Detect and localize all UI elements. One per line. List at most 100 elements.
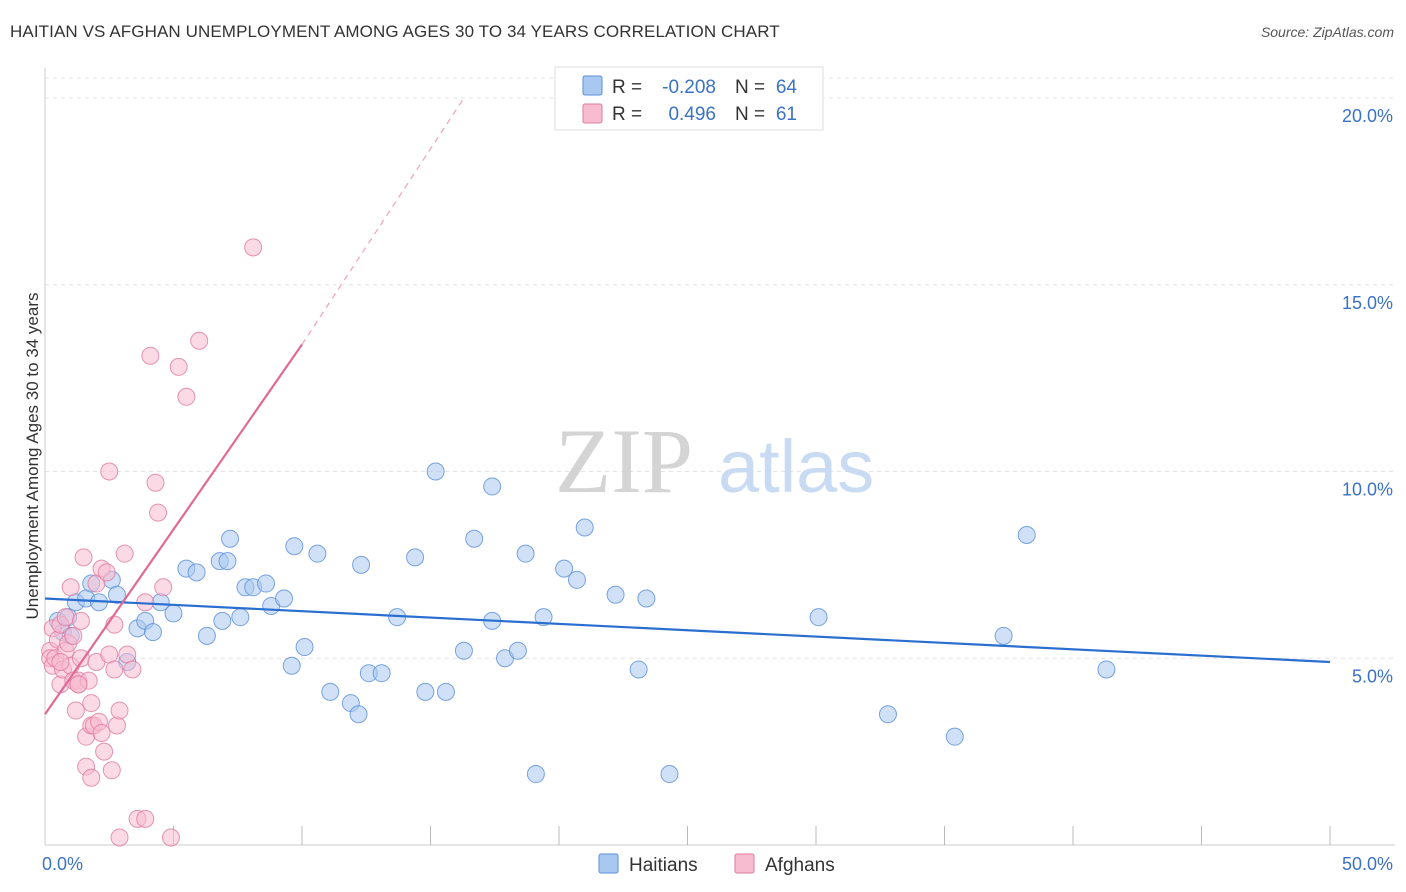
y-axis-label: Unemployment Among Ages 30 to 34 years: [23, 293, 42, 620]
x-tick-label: 50.0%: [1342, 854, 1393, 874]
y-tick-labels: 5.0% 10.0% 15.0% 20.0%: [1342, 106, 1393, 686]
haitian-point: [629, 660, 648, 679]
haitian-point: [567, 570, 586, 589]
data-points: [41, 238, 1116, 847]
afghan-point: [177, 387, 196, 406]
haitian-point: [197, 626, 216, 645]
bottom-legend-label-haitians: Haitians: [629, 855, 698, 876]
legend-n-value: 61: [776, 104, 797, 125]
afghan-point: [118, 645, 137, 664]
afghan-point: [64, 626, 83, 645]
y-tick-label: 15.0%: [1342, 293, 1393, 313]
bottom-legend-label-afghans: Afghans: [765, 855, 835, 876]
y-tick-label: 20.0%: [1342, 106, 1393, 126]
haitian-point: [321, 682, 340, 701]
haitian-point: [349, 705, 368, 724]
legend: R = -0.208 N = 64 R = 0.496 N = 61: [554, 66, 824, 131]
bottom-legend: Haitians Afghans: [598, 853, 835, 876]
legend-r-label: R =: [612, 77, 642, 98]
afghan-point: [115, 544, 134, 563]
watermark-zip: ZIP: [555, 410, 693, 512]
haitian-point: [308, 544, 327, 563]
axes: [44, 68, 1395, 846]
haitian-point: [508, 641, 527, 660]
legend-swatch-haitians: [582, 75, 603, 96]
afghan-point: [244, 238, 263, 257]
y-tick-label: 5.0%: [1352, 666, 1393, 686]
haitian-point: [660, 765, 679, 784]
haitian-point: [213, 611, 232, 630]
legend-r-value: 0.496: [668, 104, 716, 125]
haitian-point: [878, 705, 897, 724]
bottom-legend-swatch-afghans: [734, 853, 755, 874]
afghan-trend-extension: [301, 97, 465, 345]
haitian-point: [555, 559, 574, 578]
haitian-point: [1017, 525, 1036, 544]
afghan-point: [66, 701, 85, 720]
afghan-point: [161, 828, 180, 847]
legend-swatch-afghans: [582, 103, 603, 124]
afghan-point: [146, 473, 165, 492]
afghan-point: [82, 694, 101, 713]
afghan-point: [169, 357, 188, 376]
haitian-point: [516, 544, 535, 563]
haitian-point: [295, 638, 314, 657]
haitian-point: [436, 682, 455, 701]
haitian-point: [575, 518, 594, 537]
afghan-point: [105, 660, 124, 679]
haitian-point: [187, 563, 206, 582]
legend-n-label: N =: [735, 77, 765, 98]
legend-r-label: R =: [612, 104, 642, 125]
legend-r-value: -0.208: [662, 77, 716, 98]
watermark-atlas: atlas: [718, 425, 874, 508]
haitian-point: [526, 765, 545, 784]
haitian-point: [275, 589, 294, 608]
haitian-point: [809, 608, 828, 627]
x-tick-label: 0.0%: [42, 854, 83, 874]
chart-title: HAITIAN VS AFGHAN UNEMPLOYMENT AMONG AGE…: [10, 22, 780, 41]
afghan-point: [92, 723, 111, 742]
afghan-point: [95, 742, 114, 761]
haitian-point: [257, 574, 276, 593]
haitian-point: [465, 529, 484, 548]
haitian-point: [994, 626, 1013, 645]
chart-source: Source: ZipAtlas.com: [1260, 24, 1394, 40]
haitian-point: [231, 608, 250, 627]
haitian-point: [606, 585, 625, 604]
afghan-point: [149, 503, 168, 522]
afghan-point: [100, 645, 119, 664]
bottom-legend-swatch-haitians: [598, 853, 619, 874]
haitian-point: [406, 548, 425, 567]
afghan-point: [69, 675, 88, 694]
haitian-point: [416, 682, 435, 701]
afghan-point: [51, 652, 70, 671]
afghan-point: [141, 346, 160, 365]
afghan-point: [102, 761, 121, 780]
haitian-point: [426, 462, 445, 481]
trend-lines: [44, 97, 1331, 715]
haitian-point: [945, 727, 964, 746]
gridlines: [45, 77, 1395, 659]
series-afghans: [41, 238, 263, 847]
afghan-trend-line: [44, 343, 303, 715]
haitian-point: [107, 585, 126, 604]
afghan-point: [74, 548, 93, 567]
legend-n-label: N =: [735, 104, 765, 125]
afghan-point: [190, 331, 209, 350]
haitian-point: [285, 537, 304, 556]
haitian-point: [637, 589, 656, 608]
watermark: ZIP atlas: [555, 410, 874, 512]
afghan-point: [100, 462, 119, 481]
afghan-point: [110, 701, 129, 720]
afghan-point: [71, 611, 90, 630]
x-tick-labels: 0.0% 50.0%: [42, 854, 1393, 874]
afghan-point: [110, 828, 129, 847]
haitian-point: [282, 656, 301, 675]
afghan-point: [154, 578, 173, 597]
haitian-point: [534, 608, 553, 627]
haitian-point: [143, 623, 162, 642]
haitian-point: [483, 477, 502, 496]
haitian-point: [218, 552, 237, 571]
haitian-point: [164, 604, 183, 623]
